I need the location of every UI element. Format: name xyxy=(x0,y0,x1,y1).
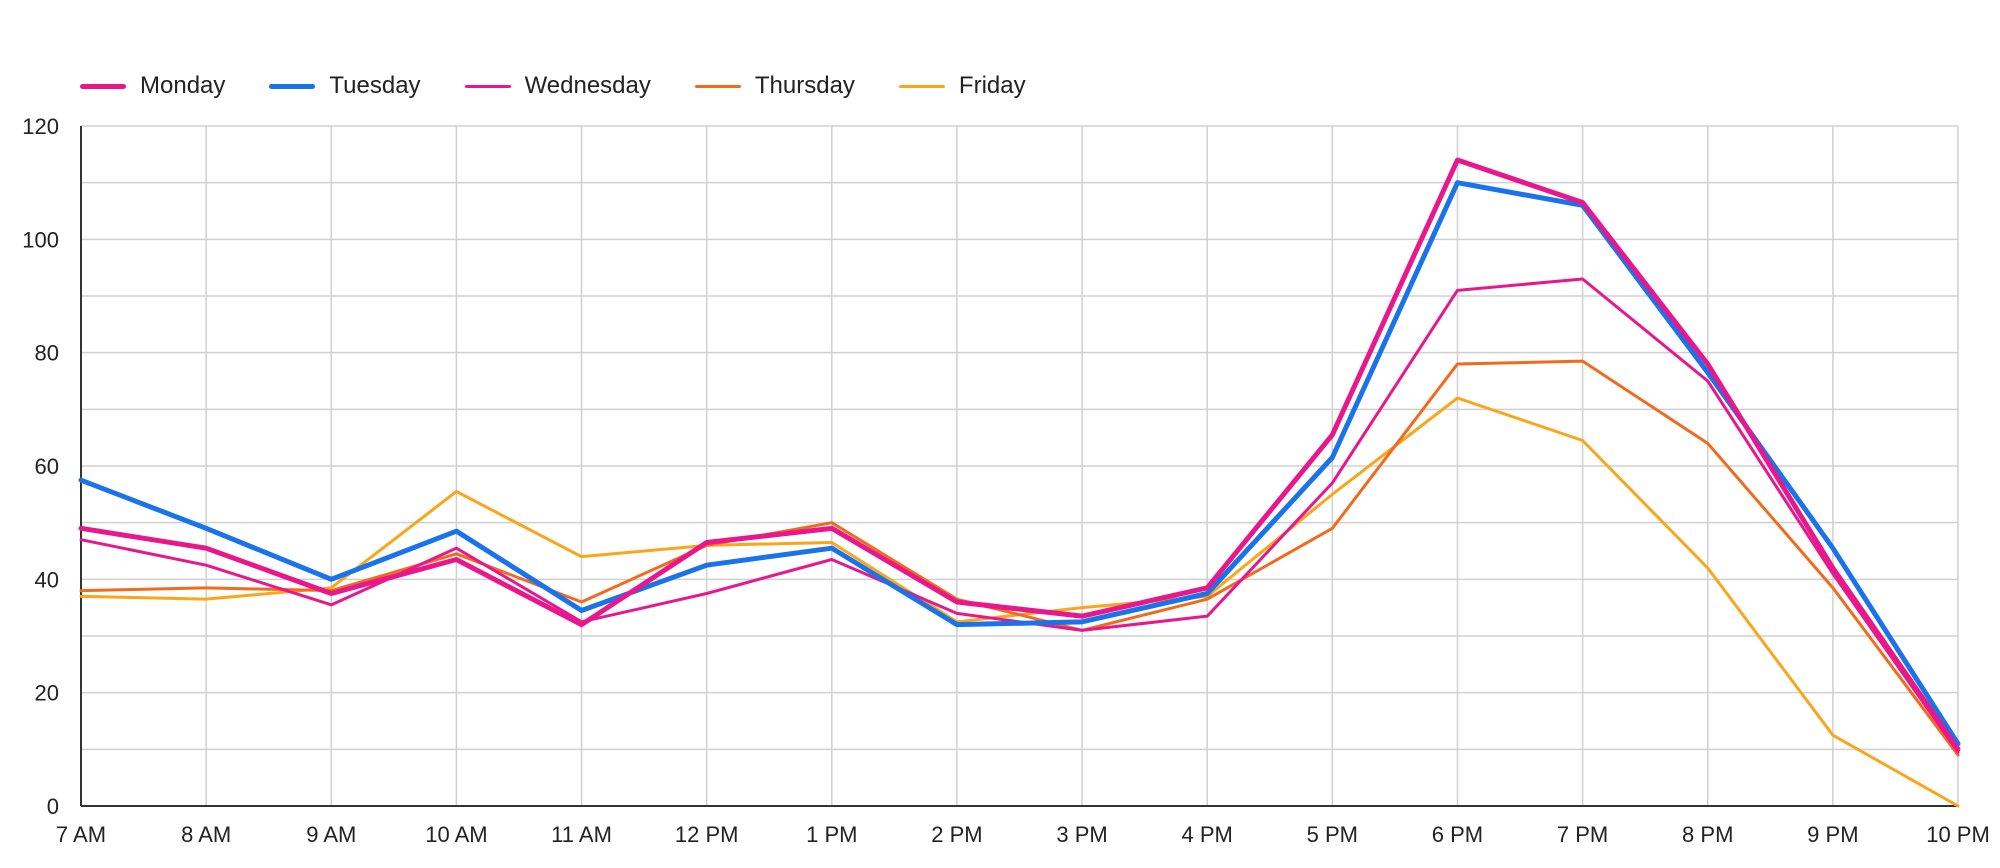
x-tick-label: 9 AM xyxy=(306,822,356,847)
x-tick-label: 8 PM xyxy=(1682,822,1733,847)
x-tick-label: 7 AM xyxy=(56,822,106,847)
x-tick-label: 1 PM xyxy=(806,822,857,847)
series-line-tuesday xyxy=(78,180,1961,747)
axes xyxy=(80,126,1958,807)
x-tick-label: 8 AM xyxy=(181,822,231,847)
x-tick-label: 2 PM xyxy=(931,822,982,847)
series-line-thursday xyxy=(79,359,1960,757)
legend-swatch xyxy=(80,83,126,89)
legend-label: Wednesday xyxy=(524,72,651,99)
legend-item-monday: Monday xyxy=(80,72,225,100)
x-tick-label: 10 PM xyxy=(1926,822,1990,847)
legend-item-tuesday: Tuesday xyxy=(269,72,421,100)
legend-item-thursday: Thursday xyxy=(694,72,855,100)
gridlines xyxy=(81,125,1959,806)
y-axis-ticks: 0 20 40 60 80 100 120 xyxy=(22,114,59,819)
x-tick-label: 4 PM xyxy=(1182,822,1233,847)
legend-label: Tuesday xyxy=(329,72,421,99)
x-tick-label: 11 AM xyxy=(551,822,612,847)
legend-label: Monday xyxy=(140,72,226,99)
legend-label: Thursday xyxy=(754,72,855,99)
x-tick-label: 7 PM xyxy=(1557,822,1608,847)
legend-label: Friday xyxy=(958,72,1026,99)
legend: Monday Tuesday Wednesday Thursday Friday xyxy=(80,72,1026,100)
y-tick-label: 0 xyxy=(47,794,59,819)
legend-swatch xyxy=(898,84,945,88)
x-tick-label: 6 PM xyxy=(1432,822,1483,847)
y-tick-label: 20 xyxy=(35,681,59,706)
x-tick-label: 10 AM xyxy=(425,822,487,847)
legend-item-wednesday: Wednesday xyxy=(464,72,651,100)
y-tick-label: 80 xyxy=(35,341,59,366)
legend-swatch xyxy=(269,83,316,89)
series-line-monday xyxy=(78,157,1961,752)
series-lines xyxy=(78,157,1961,808)
y-tick-label: 120 xyxy=(22,114,59,139)
legend-item-friday: Friday xyxy=(898,72,1026,100)
legend-swatch xyxy=(694,84,741,88)
x-tick-label: 3 PM xyxy=(1056,822,1107,847)
x-tick-label: 12 PM xyxy=(675,822,739,847)
legend-swatch xyxy=(464,84,511,88)
series-line-friday xyxy=(79,396,1960,808)
y-tick-label: 100 xyxy=(22,227,59,252)
x-tick-label: 5 PM xyxy=(1307,822,1358,847)
x-axis-ticks: 7 AM 8 AM 9 AM 10 AM 11 AM 12 PM 1 PM 2 PM 3 PM 4… xyxy=(56,822,1990,847)
y-tick-label: 40 xyxy=(35,567,59,592)
y-tick-label: 60 xyxy=(35,454,59,479)
x-tick-label: 9 PM xyxy=(1807,822,1858,847)
series-line-wednesday xyxy=(79,277,1960,754)
